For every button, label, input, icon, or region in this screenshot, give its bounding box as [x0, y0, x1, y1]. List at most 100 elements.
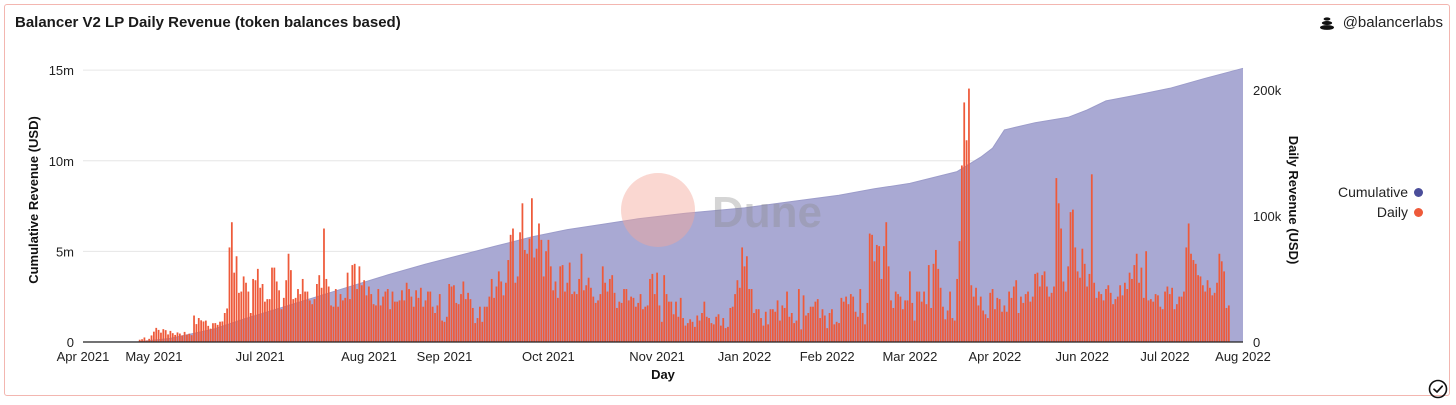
daily-bar — [764, 311, 767, 342]
daily-bar — [689, 319, 692, 342]
daily-bar — [311, 304, 314, 342]
daily-bar — [471, 307, 474, 342]
daily-bar — [601, 266, 604, 342]
daily-bar — [1005, 311, 1008, 342]
daily-bar — [488, 296, 491, 342]
daily-bar — [204, 320, 207, 342]
daily-bar — [275, 281, 278, 342]
daily-bar — [1050, 292, 1053, 342]
daily-bar — [1053, 286, 1055, 342]
daily-bar — [138, 339, 141, 342]
daily-bar — [1178, 296, 1181, 342]
x-tick-label: Aug 2022 — [1215, 349, 1271, 364]
daily-bar — [212, 323, 214, 342]
daily-bar — [415, 290, 417, 342]
daily-bar — [545, 251, 547, 342]
daily-bar — [823, 315, 826, 342]
daily-bar — [1126, 289, 1129, 342]
daily-bar — [1064, 291, 1067, 342]
daily-bar — [779, 320, 781, 342]
daily-bar — [528, 238, 531, 342]
daily-bar — [363, 280, 366, 342]
daily-bar — [887, 266, 890, 342]
daily-bar — [1074, 247, 1077, 342]
daily-bar — [710, 323, 713, 342]
daily-bar — [344, 297, 347, 342]
daily-bar — [514, 282, 517, 342]
daily-bar — [1197, 275, 1199, 342]
daily-bar — [1154, 294, 1157, 342]
daily-bar — [944, 319, 947, 342]
brand-link[interactable]: @balancerlabs — [1319, 14, 1443, 31]
daily-bar — [412, 306, 415, 342]
right-tick-label: 100k — [1253, 209, 1282, 224]
daily-bar — [949, 291, 951, 342]
daily-bar — [408, 289, 410, 342]
daily-bar — [634, 306, 637, 342]
daily-bar — [644, 306, 647, 342]
daily-bar — [979, 296, 982, 342]
daily-bar — [183, 331, 186, 342]
daily-bar — [457, 304, 460, 342]
daily-bar — [1128, 272, 1131, 342]
daily-bar — [559, 266, 562, 342]
daily-bar — [982, 310, 984, 342]
legend-item-daily[interactable]: Daily — [1338, 202, 1424, 222]
daily-bar — [523, 249, 526, 342]
daily-bar — [547, 239, 550, 342]
daily-bar — [1062, 281, 1065, 342]
watermark-layer: Dune — [621, 173, 822, 247]
daily-bar — [816, 299, 819, 342]
daily-bar — [897, 294, 899, 342]
left-tick-label: 5m — [56, 244, 74, 259]
legend-dot-daily — [1414, 207, 1424, 217]
daily-bar — [630, 296, 632, 342]
x-tick-label: Jul 2021 — [236, 349, 285, 364]
daily-bar — [479, 306, 481, 342]
daily-bar — [396, 301, 399, 342]
daily-bar — [438, 294, 441, 342]
daily-bar — [1194, 263, 1197, 342]
daily-bar — [1098, 291, 1100, 342]
check-circle-icon[interactable] — [1428, 379, 1448, 399]
daily-bar — [216, 324, 219, 342]
daily-bar — [1069, 212, 1072, 342]
daily-bar — [455, 302, 458, 342]
daily-bar — [162, 329, 165, 342]
daily-bar — [712, 324, 715, 342]
daily-bar — [989, 292, 992, 342]
daily-bar — [228, 247, 231, 342]
legend-item-cumulative[interactable]: Cumulative — [1338, 182, 1424, 202]
daily-bar — [538, 223, 540, 342]
daily-bar — [516, 276, 519, 342]
daily-bar — [656, 272, 658, 342]
daily-bar — [252, 278, 254, 342]
daily-bar — [325, 278, 328, 342]
daily-bar — [1152, 301, 1155, 342]
daily-bar — [916, 291, 918, 342]
daily-bar — [391, 291, 394, 342]
daily-bar — [1213, 292, 1216, 342]
daily-bar — [1201, 285, 1204, 342]
daily-bar — [1161, 309, 1164, 342]
daily-bar — [1048, 296, 1051, 342]
daily-bar — [934, 249, 937, 342]
daily-bar — [984, 314, 987, 342]
daily-bar — [367, 286, 370, 342]
daily-bar — [613, 292, 616, 342]
daily-bar — [1227, 305, 1230, 342]
daily-bar — [587, 277, 590, 342]
daily-bar — [1093, 282, 1096, 342]
daily-bar — [694, 326, 696, 342]
daily-bar — [148, 338, 151, 342]
daily-bar — [698, 320, 701, 342]
daily-bar — [1083, 263, 1086, 342]
cumulative-area-layer — [82, 67, 1244, 343]
daily-bar — [1157, 295, 1159, 342]
daily-bar — [767, 324, 770, 342]
daily-bar — [249, 313, 252, 342]
daily-bar — [247, 291, 250, 342]
daily-bar — [434, 313, 436, 342]
daily-bar — [1220, 261, 1223, 342]
daily-bar — [483, 306, 486, 342]
